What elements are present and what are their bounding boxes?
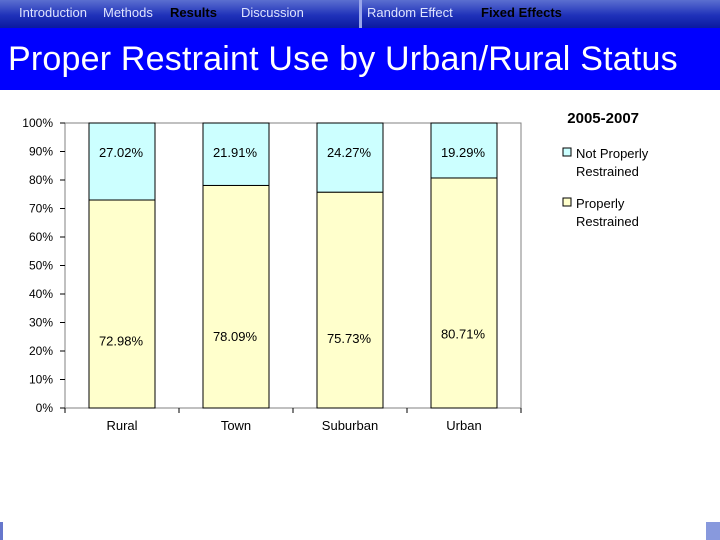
y-tick-label: 20%: [29, 344, 53, 358]
y-tick-label: 10%: [29, 373, 53, 387]
y-tick-label: 0%: [36, 401, 54, 415]
legend-item-properly-swatch: [562, 197, 572, 207]
nav-group-models: [362, 0, 720, 28]
chart-x-ticks: Rural Town Suburban Urban: [64, 408, 522, 433]
corner-decoration-right: [706, 522, 720, 540]
top-nav-bar: Introduction Methods Results Discussion …: [0, 0, 720, 28]
bar-suburban-not-properly: [316, 122, 384, 193]
bar-rural-not-properly: [88, 122, 156, 201]
y-tick-label: 40%: [29, 287, 53, 301]
bar-suburban-properly: [316, 191, 384, 409]
bar-urban-not-properly: [430, 122, 498, 179]
x-tick-label: Rural: [106, 418, 137, 433]
title-bar: [0, 28, 720, 92]
y-tick-label: 90%: [29, 145, 53, 159]
bar-rural-properly: [88, 199, 156, 409]
chart-title: 2005-2007: [567, 110, 639, 127]
nav-separator: [359, 0, 362, 28]
x-tick-label: Suburban: [322, 418, 378, 433]
title-underline: [0, 90, 720, 93]
y-tick-label: 60%: [29, 230, 53, 244]
legend-item-not-properly-label: Restrained: [576, 164, 639, 179]
data-label: 75.73%: [327, 331, 372, 346]
nav-methods[interactable]: Methods: [103, 5, 153, 20]
nav-group-sections: [0, 0, 362, 28]
chart-data-labels: 72.98% 27.02% 78.09% 21.91% 75.73% 24.27% 80.7…: [99, 145, 486, 348]
data-label: 27.02%: [99, 145, 144, 160]
y-tick-label: 80%: [29, 173, 53, 187]
data-label: 21.91%: [213, 145, 258, 160]
data-label: 19.29%: [441, 145, 486, 160]
page-title: Proper Restraint Use by Urban/Rural Stat…: [8, 40, 678, 78]
chart-bars: [88, 122, 498, 409]
legend-item-not-properly-label: Not Properly: [576, 146, 649, 161]
y-tick-label: 100%: [22, 116, 53, 130]
y-tick-label: 30%: [29, 316, 53, 330]
legend-item-not-properly-swatch: [562, 147, 572, 157]
data-label: 80.71%: [441, 326, 486, 341]
x-tick-label: Town: [221, 418, 251, 433]
data-label: 72.98%: [99, 333, 144, 348]
legend-item-properly-label: Restrained: [576, 214, 639, 229]
nav-introduction[interactable]: Introduction: [19, 5, 87, 20]
bar-town-not-properly: [202, 122, 270, 186]
bar-urban-properly: [430, 177, 498, 409]
corner-decoration-left: [0, 522, 3, 540]
chart-y-ticks: 0% 10% 20% 30% 40% 50% 60% 70% 80% 90% 100%: [22, 116, 65, 415]
data-label: 24.27%: [327, 145, 372, 160]
stacked-bar-chart: 2005-2007 72.98% 27.02% 78.09% 21.91% 75.73%…: [22, 110, 649, 433]
y-tick-label: 70%: [29, 202, 53, 216]
legend-item-properly-label: Properly: [576, 196, 625, 211]
x-tick-label: Urban: [446, 418, 481, 433]
bar-town-properly: [202, 184, 270, 409]
nav-random-effect[interactable]: Random Effect: [367, 5, 453, 20]
data-label: 78.09%: [213, 329, 258, 344]
y-tick-label: 50%: [29, 259, 53, 273]
nav-fixed-effects[interactable]: Fixed Effects: [481, 5, 562, 20]
nav-discussion[interactable]: Discussion: [241, 5, 304, 20]
chart-legend: Not Properly Restrained Properly Restrained: [562, 146, 649, 229]
nav-results[interactable]: Results: [170, 5, 217, 20]
